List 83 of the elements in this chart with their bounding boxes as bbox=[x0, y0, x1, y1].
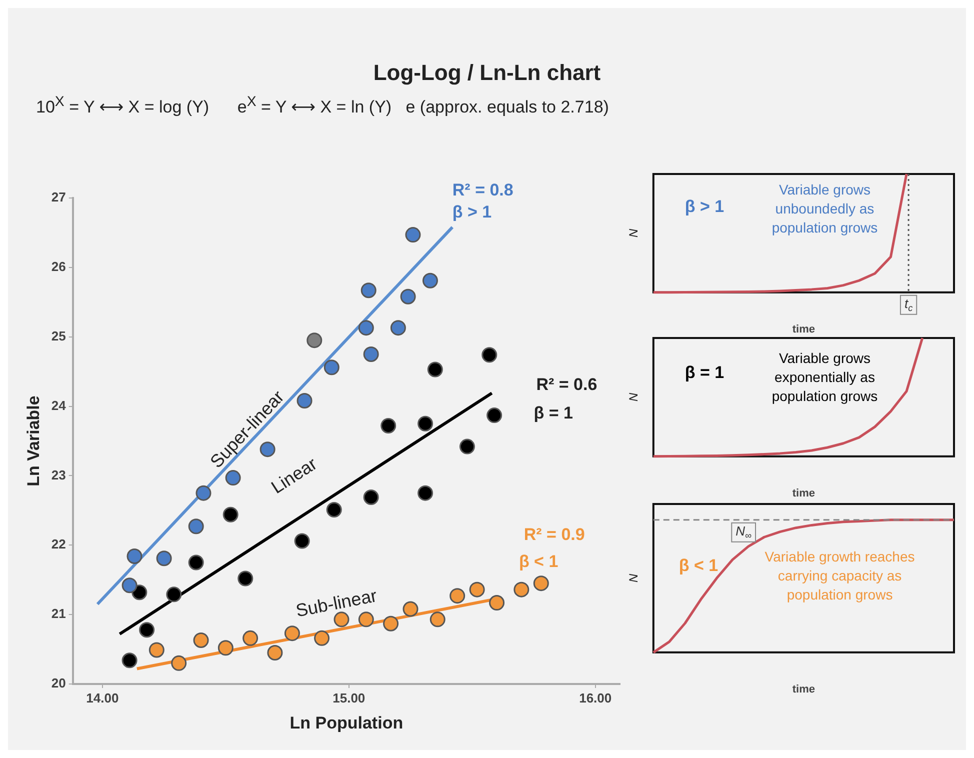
point bbox=[284, 626, 300, 642]
annotation: β = 1 bbox=[684, 363, 724, 382]
point bbox=[326, 502, 342, 518]
y-axis-title: N bbox=[626, 228, 641, 238]
point bbox=[222, 506, 238, 522]
y-axis-title: N bbox=[626, 392, 641, 402]
point bbox=[324, 360, 340, 376]
point bbox=[166, 586, 182, 602]
point bbox=[139, 622, 155, 638]
point bbox=[482, 347, 498, 363]
point bbox=[294, 533, 310, 549]
x-tick-label: 14.00 bbox=[86, 690, 119, 706]
point bbox=[390, 320, 406, 336]
annotation: Variable growth reaches carrying capacity as population grows bbox=[764, 548, 915, 602]
point bbox=[459, 438, 475, 454]
y-tick-label: 23 bbox=[51, 467, 66, 482]
point bbox=[514, 582, 530, 598]
annotation: R² = 0.8 bbox=[452, 180, 514, 200]
point bbox=[380, 418, 396, 434]
point bbox=[450, 588, 466, 604]
point bbox=[242, 630, 258, 646]
point bbox=[267, 645, 283, 661]
point bbox=[238, 570, 254, 586]
annotation: β = 1 bbox=[534, 404, 573, 423]
x-tick-label: 15.00 bbox=[332, 690, 366, 706]
point bbox=[402, 601, 418, 617]
point bbox=[156, 550, 172, 566]
point bbox=[122, 578, 138, 594]
annotation: β < 1 bbox=[518, 552, 558, 572]
y-tick-label: 20 bbox=[51, 676, 66, 691]
point bbox=[306, 332, 322, 348]
y-tick-label: 26 bbox=[51, 259, 66, 274]
annotation: β > 1 bbox=[452, 202, 492, 222]
annotation: R² = 0.9 bbox=[524, 525, 585, 544]
point bbox=[171, 655, 187, 671]
point bbox=[418, 485, 434, 501]
point bbox=[363, 346, 379, 362]
point bbox=[358, 320, 374, 336]
y-tick-label: 24 bbox=[51, 398, 67, 413]
y-tick-label: 27 bbox=[51, 190, 66, 205]
point bbox=[486, 408, 502, 424]
x-axis-title: time bbox=[792, 323, 816, 336]
annotation: Sub-linear bbox=[294, 586, 379, 621]
point bbox=[430, 612, 446, 628]
chart-title: Log-Log / Ln-Ln chart bbox=[372, 60, 602, 86]
point bbox=[469, 582, 485, 598]
point bbox=[188, 554, 204, 570]
point bbox=[533, 576, 549, 592]
point bbox=[489, 595, 505, 611]
point bbox=[188, 518, 204, 534]
point bbox=[400, 288, 416, 304]
annotation: Variable grows unboundedly as population grows bbox=[772, 181, 878, 236]
point bbox=[418, 416, 434, 432]
point bbox=[193, 632, 209, 648]
y-tick-label: 21 bbox=[51, 606, 66, 622]
y-axis-title: N bbox=[626, 574, 641, 583]
point bbox=[296, 392, 312, 408]
x-axis-title: time bbox=[792, 683, 816, 696]
point bbox=[218, 640, 234, 656]
annotation: Variable grows exponentially as population grows bbox=[772, 350, 878, 404]
point bbox=[383, 616, 399, 632]
x-tick-label: 16.00 bbox=[579, 690, 612, 706]
annotation: R² = 0.6 bbox=[536, 375, 598, 394]
point bbox=[148, 642, 164, 658]
point bbox=[314, 630, 330, 646]
annotation: β < 1 bbox=[678, 556, 718, 576]
point bbox=[427, 362, 443, 378]
ref-line-label: N∞ bbox=[736, 524, 752, 540]
x-axis-title: time bbox=[792, 487, 816, 500]
y-tick-label: 22 bbox=[51, 536, 66, 552]
point bbox=[126, 548, 142, 564]
y-tick-label: 25 bbox=[51, 328, 66, 344]
x-axis-title: Ln Population bbox=[290, 713, 404, 732]
annotation: β > 1 bbox=[684, 196, 724, 216]
y-axis-title: Ln Variable bbox=[24, 396, 43, 486]
point bbox=[405, 227, 421, 243]
point bbox=[360, 282, 376, 298]
point bbox=[422, 272, 438, 288]
point bbox=[225, 470, 241, 486]
point bbox=[363, 489, 379, 505]
point bbox=[196, 485, 212, 501]
chart-subtitle: 10$^{X}$ = Y ⟷ X = log (Y) e$^{X}$ = Y ⟷ X = ln (Y) e (approx. equals to 2.718) bbox=[36, 94, 609, 118]
point bbox=[122, 652, 138, 668]
